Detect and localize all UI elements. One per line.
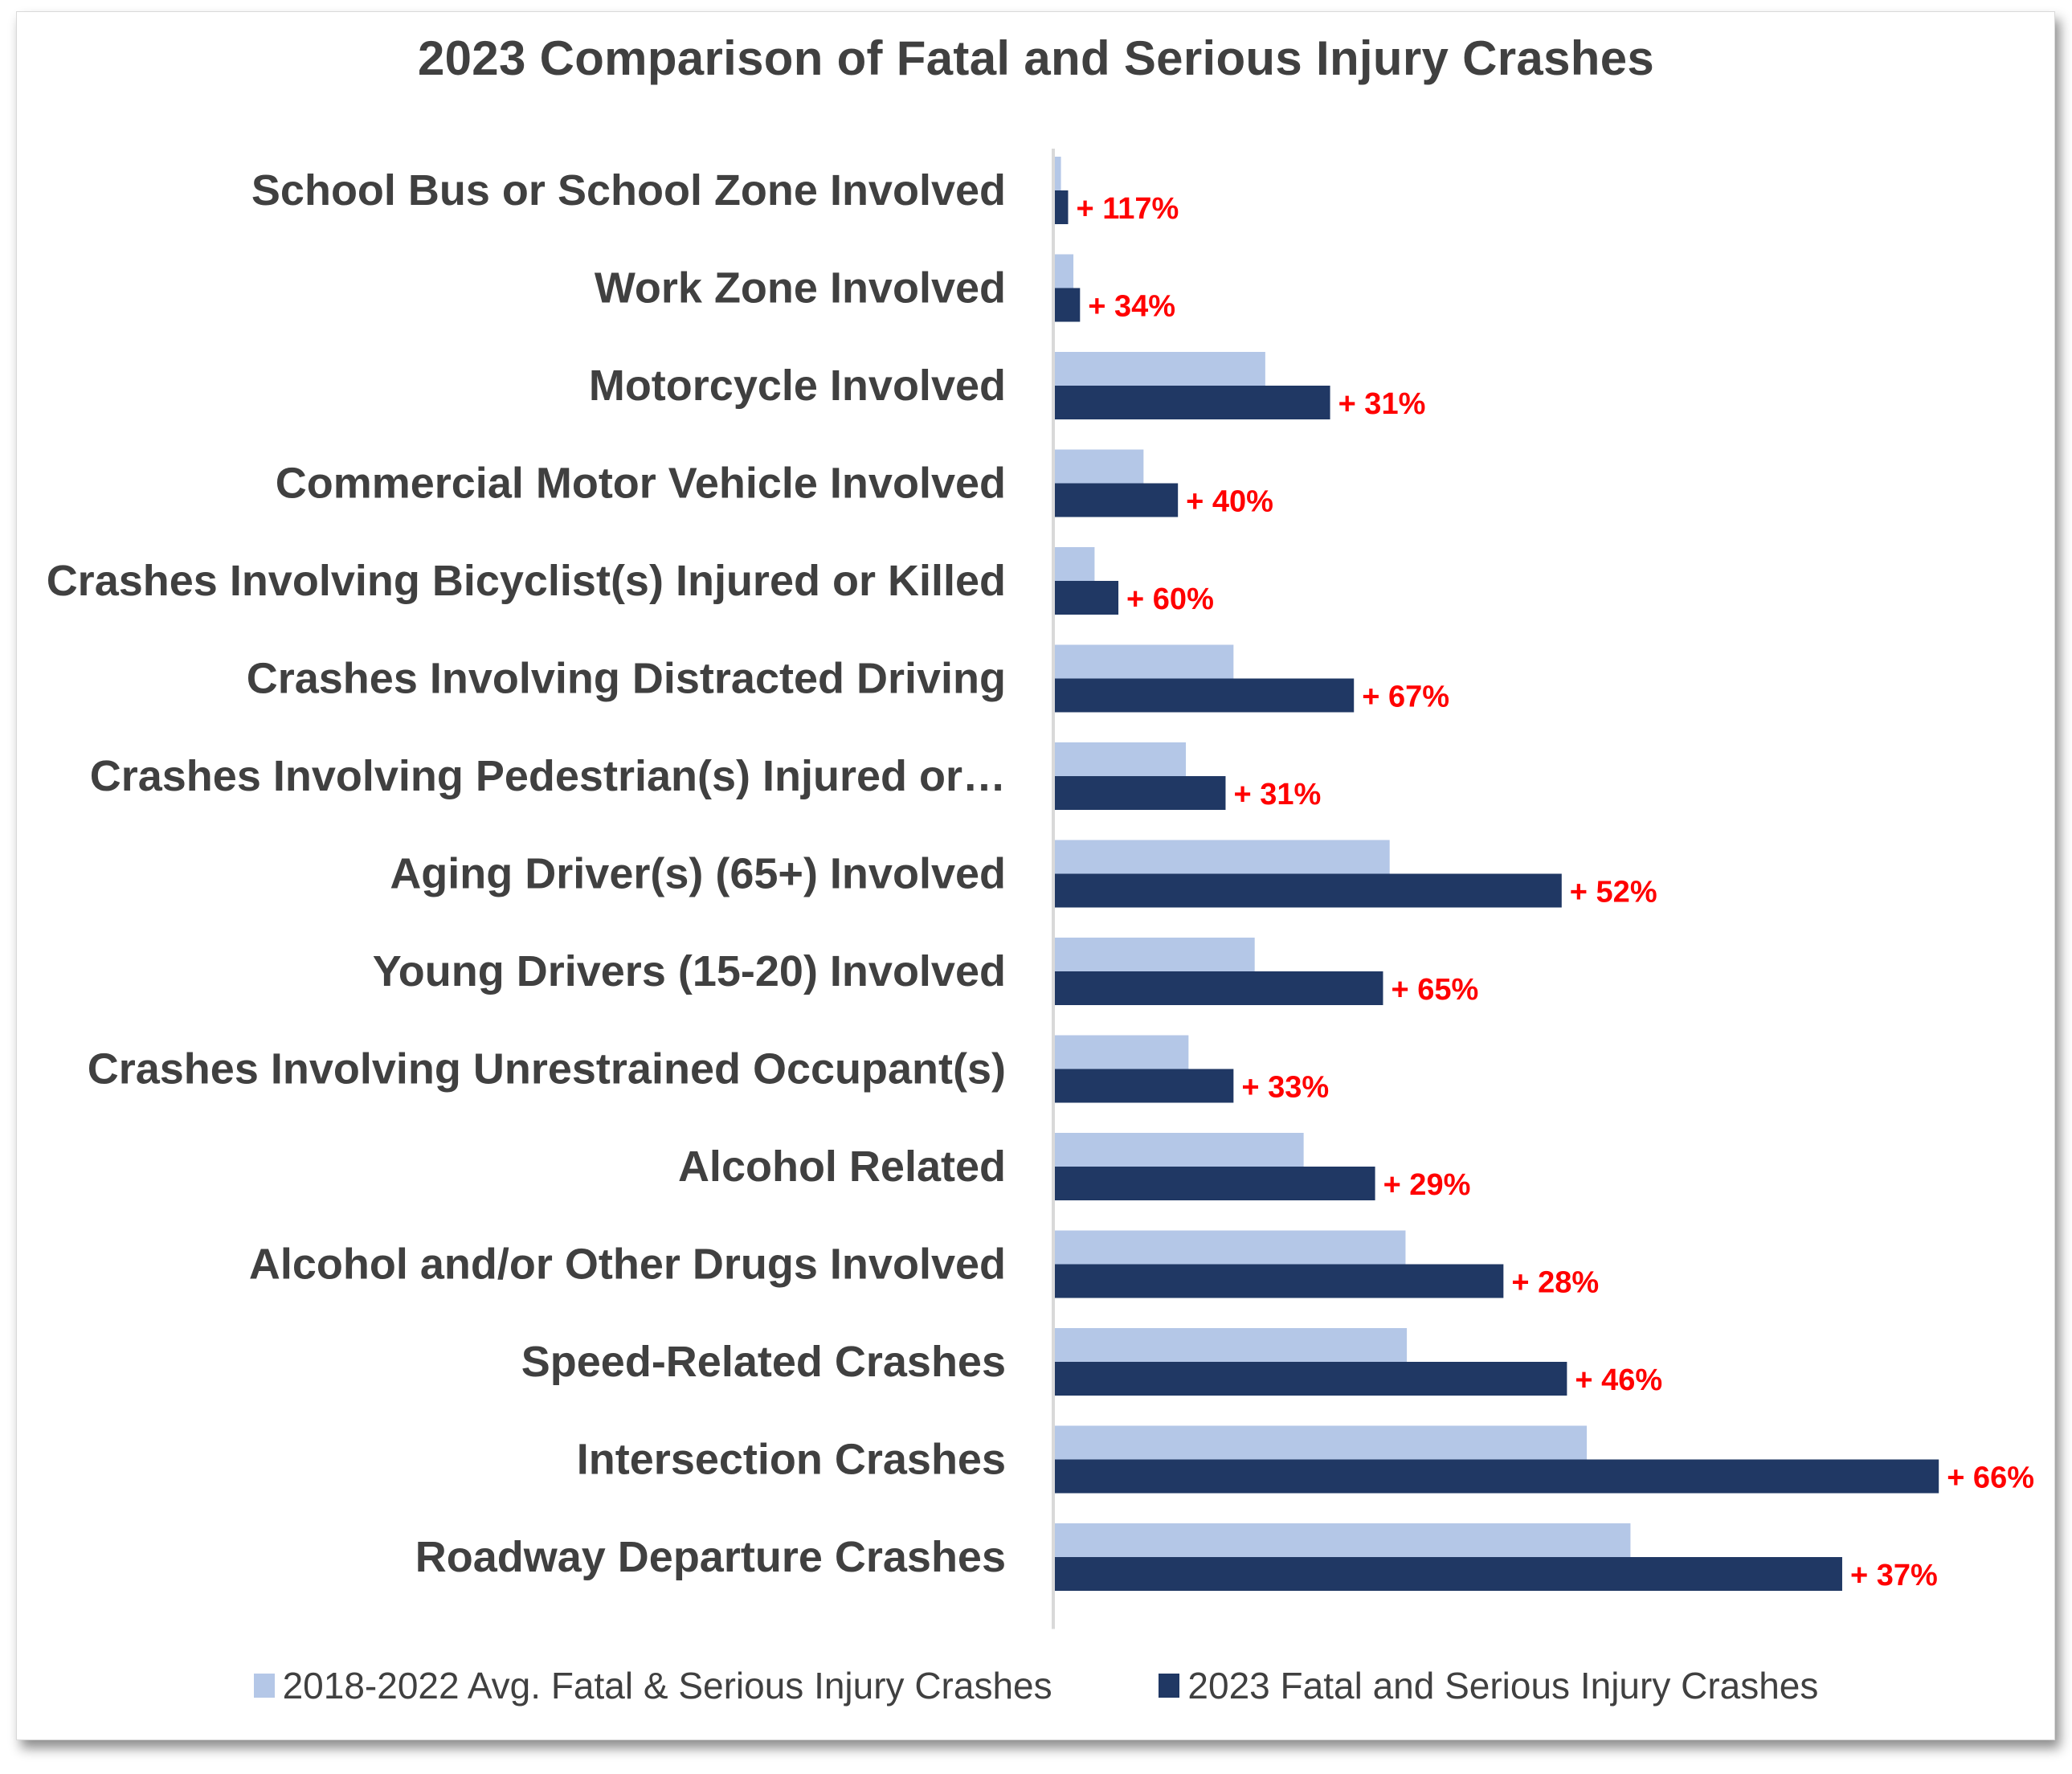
category-label: Speed-Related Crashes: [521, 1338, 1006, 1386]
legend: 2018-2022 Avg. Fatal & Serious Injury Cr…: [0, 1663, 2072, 1707]
bar-avg-2018-2022[interactable]: [1055, 938, 1255, 971]
bar-avg-2018-2022[interactable]: [1055, 547, 1095, 581]
bar-avg-2018-2022[interactable]: [1055, 1133, 1304, 1167]
category-label: Young Drivers (15-20) Involved: [373, 947, 1006, 995]
category-label: Roadway Departure Crashes: [415, 1533, 1006, 1581]
bar-2023[interactable]: [1055, 776, 1226, 810]
category-label: School Bus or School Zone Involved: [251, 166, 1006, 215]
bar-2023[interactable]: [1055, 581, 1119, 615]
legend-label-2023: 2023 Fatal and Serious Injury Crashes: [1187, 1665, 1819, 1707]
bar-2023[interactable]: [1055, 1069, 1234, 1103]
data-label-pct-change: + 66%: [1947, 1461, 2034, 1495]
bar-2023[interactable]: [1055, 1167, 1375, 1200]
legend-item-avg[interactable]: 2018-2022 Avg. Fatal & Serious Injury Cr…: [253, 1664, 1052, 1707]
bar-2023[interactable]: [1055, 1264, 1504, 1298]
bar-2023[interactable]: [1055, 678, 1355, 713]
bar-2023[interactable]: [1055, 971, 1383, 1005]
bar-avg-2018-2022[interactable]: [1055, 644, 1234, 679]
data-label-pct-change: + 46%: [1575, 1363, 1662, 1397]
bar-2023[interactable]: [1055, 288, 1081, 322]
category-label: Work Zone Involved: [595, 264, 1006, 313]
category-labels-group: School Bus or School Zone Involved Work Z…: [47, 166, 1006, 1581]
bar-avg-2018-2022[interactable]: [1055, 1425, 1588, 1460]
category-label: Crashes Involving Distracted Driving: [247, 655, 1006, 703]
bar-avg-2018-2022[interactable]: [1055, 1230, 1406, 1265]
bars-group: + 117% + 34% + 31% + 40% + 60% + 67% + 31% + 52…: [1055, 157, 2034, 1592]
bar-2023[interactable]: [1055, 1557, 1842, 1591]
bar-avg-2018-2022[interactable]: [1055, 1328, 1408, 1362]
data-label-pct-change: + 31%: [1233, 778, 1321, 811]
category-label: Motorcycle Involved: [589, 362, 1006, 410]
data-label-pct-change: + 67%: [1362, 681, 1449, 714]
bar-2023[interactable]: [1055, 1362, 1567, 1396]
legend-swatch-2023: [1159, 1674, 1180, 1698]
data-label-pct-change: + 65%: [1391, 973, 1478, 1007]
bar-2023[interactable]: [1055, 190, 1069, 224]
data-label-pct-change: + 60%: [1126, 582, 1214, 616]
data-label-pct-change: + 33%: [1241, 1071, 1329, 1105]
data-label-pct-change: + 34%: [1088, 290, 1175, 324]
bar-2023[interactable]: [1055, 873, 1562, 908]
data-label-pct-change: + 28%: [1511, 1266, 1599, 1300]
bar-avg-2018-2022[interactable]: [1055, 352, 1265, 386]
bar-avg-2018-2022[interactable]: [1055, 742, 1187, 776]
bar-avg-2018-2022[interactable]: [1055, 254, 1074, 288]
category-label: Intersection Crashes: [577, 1436, 1006, 1484]
bar-avg-2018-2022[interactable]: [1055, 1523, 1631, 1557]
bar-avg-2018-2022[interactable]: [1055, 1035, 1189, 1069]
bar-avg-2018-2022[interactable]: [1055, 157, 1061, 190]
chart-frame: [16, 11, 2055, 1740]
category-label: Alcohol and/or Other Drugs Involved: [249, 1241, 1006, 1289]
category-label: Crashes Involving Unrestrained Occupant(…: [88, 1045, 1006, 1093]
legend-item-2023[interactable]: 2023 Fatal and Serious Injury Crashes: [1159, 1664, 1818, 1707]
data-label-pct-change: + 37%: [1850, 1559, 1938, 1592]
category-label: Crashes Involving Bicyclist(s) Injured o…: [47, 557, 1006, 605]
data-label-pct-change: + 117%: [1076, 192, 1179, 226]
category-label: Commercial Motor Vehicle Involved: [276, 460, 1006, 508]
bar-2023[interactable]: [1055, 386, 1330, 419]
legend-swatch-avg: [253, 1674, 275, 1698]
category-label: Aging Driver(s) (65+) Involved: [390, 850, 1006, 898]
category-label: Alcohol Related: [678, 1142, 1006, 1191]
data-label-pct-change: + 29%: [1383, 1168, 1471, 1202]
bar-avg-2018-2022[interactable]: [1055, 449, 1144, 484]
bar-2023[interactable]: [1055, 1459, 1939, 1494]
data-label-pct-change: + 40%: [1186, 485, 1273, 519]
bar-2023[interactable]: [1055, 483, 1179, 517]
data-label-pct-change: + 31%: [1338, 387, 1426, 421]
bar-avg-2018-2022[interactable]: [1055, 840, 1390, 874]
legend-label-avg: 2018-2022 Avg. Fatal & Serious Injury Cr…: [282, 1665, 1052, 1707]
data-label-pct-change: + 52%: [1570, 876, 1657, 909]
chart-title: 2023 Comparison of Fatal and Serious Inj…: [417, 31, 1655, 85]
category-label: Crashes Involving Pedestrian(s) Injured …: [90, 752, 1006, 800]
